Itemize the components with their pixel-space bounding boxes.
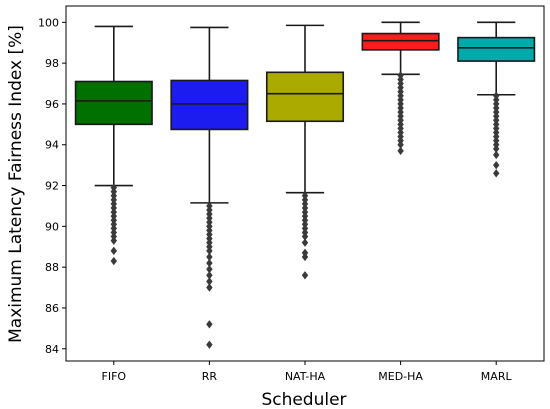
outlier-point <box>206 246 213 256</box>
y-tick-label: 88 <box>45 261 59 274</box>
y-tick-label: 96 <box>45 98 59 111</box>
outlier-point <box>206 264 213 274</box>
y-tick-label: 100 <box>38 16 59 29</box>
box-group-marl <box>457 21 536 178</box>
outlier-point <box>301 252 309 262</box>
outlier-point <box>493 169 500 178</box>
x-tick-label: RR <box>202 370 218 383</box>
box-iqr <box>265 71 345 123</box>
outlier-point <box>301 232 309 241</box>
outlier-point <box>206 340 213 349</box>
box-iqr <box>457 36 536 62</box>
outlier-point <box>206 271 213 280</box>
outlier-point <box>110 236 117 245</box>
outlier-point <box>110 246 117 256</box>
y-tick-label: 86 <box>45 302 59 315</box>
outlier-point <box>397 146 404 156</box>
outlier-point <box>206 277 213 286</box>
outlier-point <box>493 150 500 160</box>
box-group-fifo <box>74 25 153 266</box>
y-axis-title: Maximum Latency Fairness Index [%] <box>6 25 26 343</box>
outlier-point <box>206 258 213 268</box>
outlier-point <box>397 140 404 149</box>
outlier-point <box>301 271 309 280</box>
plot-area <box>74 21 536 349</box>
box-iqr <box>361 32 440 51</box>
y-tick-label: 94 <box>45 139 59 152</box>
x-tick-label: NAT-HA <box>285 370 326 383</box>
y-tick-label: 84 <box>45 343 59 356</box>
box-iqr <box>170 79 249 131</box>
outlier-point <box>301 238 309 247</box>
x-axis-title: Scheduler <box>261 390 346 409</box>
axes: 84 86 88 90 92 94 96 98 100 FIFO RR NAT-HA MED-HA MAR… <box>38 5 545 383</box>
outlier-point <box>110 256 117 266</box>
box-group-rr <box>170 26 249 349</box>
outlier-point <box>206 283 213 292</box>
x-tick-label: FIFO <box>102 370 127 383</box>
x-tick-label: MARL <box>481 370 513 383</box>
outlier-point <box>493 144 500 154</box>
box-group-nat-ha <box>265 24 345 280</box>
outlier-point <box>206 252 213 262</box>
box-iqr <box>74 80 153 126</box>
outlier-point <box>493 160 500 170</box>
y-tick-label: 90 <box>45 220 59 233</box>
x-tick-label: MED-HA <box>378 370 423 383</box>
y-tick-label: 92 <box>45 180 59 193</box>
outlier-point <box>206 320 213 329</box>
box-group-med-ha <box>361 21 440 156</box>
y-tick-label: 98 <box>45 57 59 70</box>
